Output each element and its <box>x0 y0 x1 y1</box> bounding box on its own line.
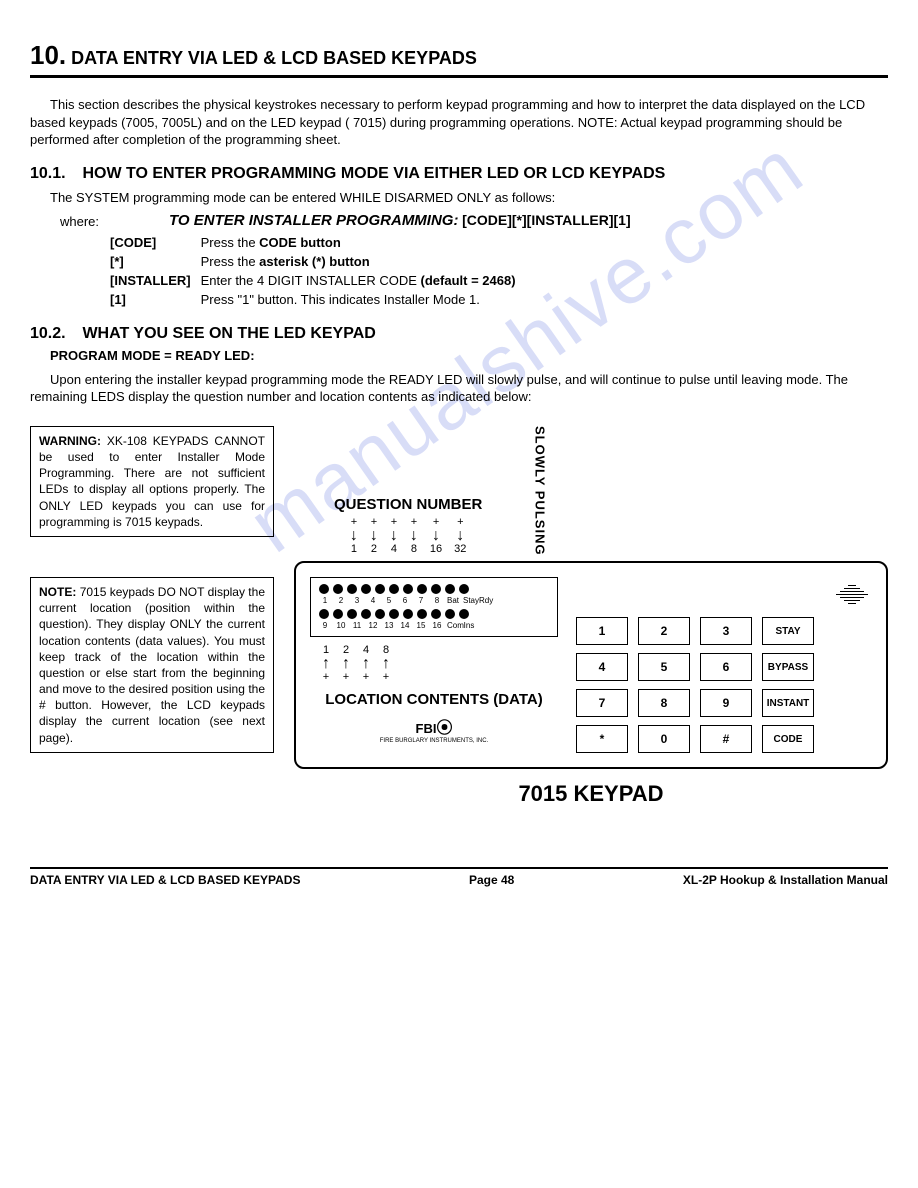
keypad-button[interactable]: INSTANT <box>762 689 814 717</box>
led-dot <box>431 609 441 619</box>
s101-line1: The SYSTEM programming mode can be enter… <box>50 189 888 207</box>
enter-sequence: [CODE][*][INSTALLER][1] <box>462 212 631 228</box>
warning-lead: WARNING: <box>39 434 101 448</box>
keypad-button[interactable]: 4 <box>576 653 628 681</box>
location-contents-label: LOCATION CONTENTS (DATA) <box>310 691 558 708</box>
warning-text: XK-108 KEYPADS CANNOT be used to enter I… <box>39 434 265 529</box>
led-dot <box>403 609 413 619</box>
fbi-logo: FBI⦿ FIRE BURGLARY INSTRUMENTS, INC. <box>310 714 558 744</box>
program-mode-label: PROGRAM MODE = READY LED: <box>50 347 888 365</box>
s102-body: Upon entering the installer keypad progr… <box>30 371 888 406</box>
led-dot <box>403 584 413 594</box>
led-dot <box>319 609 329 619</box>
footer-left: DATA ENTRY VIA LED & LCD BASED KEYPADS <box>30 873 300 887</box>
keypad-button[interactable]: STAY <box>762 617 814 645</box>
keypad-button[interactable]: CODE <box>762 725 814 753</box>
led-dot <box>333 609 343 619</box>
led-dot <box>361 609 371 619</box>
intro-paragraph: This section describes the physical keys… <box>30 96 888 149</box>
keypad-button[interactable]: 8 <box>638 689 690 717</box>
led-dot <box>389 609 399 619</box>
led-dot <box>459 584 469 594</box>
def-row: [*]Press the asterisk (*) button <box>110 252 526 271</box>
where-label: where: <box>60 214 99 229</box>
led-dot <box>445 584 455 594</box>
keypad-caption: 7015 KEYPAD <box>294 781 888 807</box>
led-dot <box>333 584 343 594</box>
led-dot <box>347 609 357 619</box>
keypad-button[interactable]: 7 <box>576 689 628 717</box>
keypad-button[interactable]: 6 <box>700 653 752 681</box>
footer-page: Page 48 <box>300 873 682 887</box>
led-dot <box>375 584 385 594</box>
section-10-2-heading: 10.2. WHAT YOU SEE ON THE LED KEYPAD <box>30 325 888 343</box>
led-dot <box>347 584 357 594</box>
led-dot <box>459 609 469 619</box>
def-row: [INSTALLER]Enter the 4 DIGIT INSTALLER C… <box>110 271 526 290</box>
warning-box: WARNING: XK-108 KEYPADS CANNOT be used t… <box>30 426 274 537</box>
slowly-pulsing-label: SLOWLY PULSING <box>532 426 547 556</box>
definitions-table: [CODE]Press the CODE button [*]Press the… <box>110 233 526 309</box>
keypad-buttons: 123 STAY 456 BYPASS 789 INSTANT * 0 # CODE <box>576 617 814 753</box>
keypad-button[interactable]: * <box>576 725 628 753</box>
note-text: 7015 keypads DO NOT display the current … <box>39 585 265 745</box>
footer-right: XL-2P Hookup & Installation Manual <box>683 873 888 887</box>
led-dot <box>417 609 427 619</box>
led-dot <box>361 584 371 594</box>
question-number-label: QUESTION NUMBER <box>334 496 482 513</box>
page-footer: DATA ENTRY VIA LED & LCD BASED KEYPADS P… <box>30 867 888 887</box>
keypad-button[interactable]: # <box>700 725 752 753</box>
keypad-button[interactable]: 2 <box>638 617 690 645</box>
subsection-title: HOW TO ENTER PROGRAMMING MODE VIA EITHER… <box>82 165 665 182</box>
note-box: NOTE: 7015 keypads DO NOT display the cu… <box>30 577 274 753</box>
led-dot <box>319 584 329 594</box>
keypad-diagram: QUESTION NUMBER +↓1 +↓2 +↓4 +↓8 +↓16 +↓3… <box>294 426 888 808</box>
section-title-text: DATA ENTRY VIA LED & LCD BASED KEYPADS <box>71 48 477 68</box>
led-panel: 12345678BatStayRdy 910111213141516ComIns <box>310 577 558 637</box>
subsection-number: 10.1. <box>30 165 78 183</box>
keypad-button[interactable]: 5 <box>638 653 690 681</box>
section-number: 10. <box>30 40 66 70</box>
speaker-icon <box>832 577 872 604</box>
subsection-number: 10.2. <box>30 325 78 343</box>
keypad-button[interactable]: 3 <box>700 617 752 645</box>
keypad-button[interactable]: 1 <box>576 617 628 645</box>
keypad-button[interactable]: 9 <box>700 689 752 717</box>
question-values: +↓1 +↓2 +↓4 +↓8 +↓16 +↓32 <box>334 517 482 555</box>
note-lead: NOTE: <box>39 585 76 599</box>
led-dot <box>431 584 441 594</box>
subsection-title: WHAT YOU SEE ON THE LED KEYPAD <box>82 325 375 342</box>
section-10-title: 10. DATA ENTRY VIA LED & LCD BASED KEYPA… <box>30 40 888 78</box>
led-dot <box>417 584 427 594</box>
section-10-1-heading: 10.1. HOW TO ENTER PROGRAMMING MODE VIA … <box>30 165 888 183</box>
diagram-row: WARNING: XK-108 KEYPADS CANNOT be used t… <box>30 426 888 808</box>
location-values: 1↑+ 2↑+ 4↑+ 8↑+ <box>322 645 558 683</box>
keypad-frame: 12345678BatStayRdy 910111213141516ComIns… <box>294 561 888 769</box>
enter-programming-label: TO ENTER INSTALLER PROGRAMMING: <box>169 212 458 229</box>
led-dot <box>445 609 455 619</box>
def-row: [1]Press "1" button. This indicates Inst… <box>110 290 526 309</box>
led-dot <box>375 609 385 619</box>
led-dot <box>389 584 399 594</box>
keypad-button[interactable]: 0 <box>638 725 690 753</box>
def-row: [CODE]Press the CODE button <box>110 233 526 252</box>
keypad-button[interactable]: BYPASS <box>762 653 814 681</box>
